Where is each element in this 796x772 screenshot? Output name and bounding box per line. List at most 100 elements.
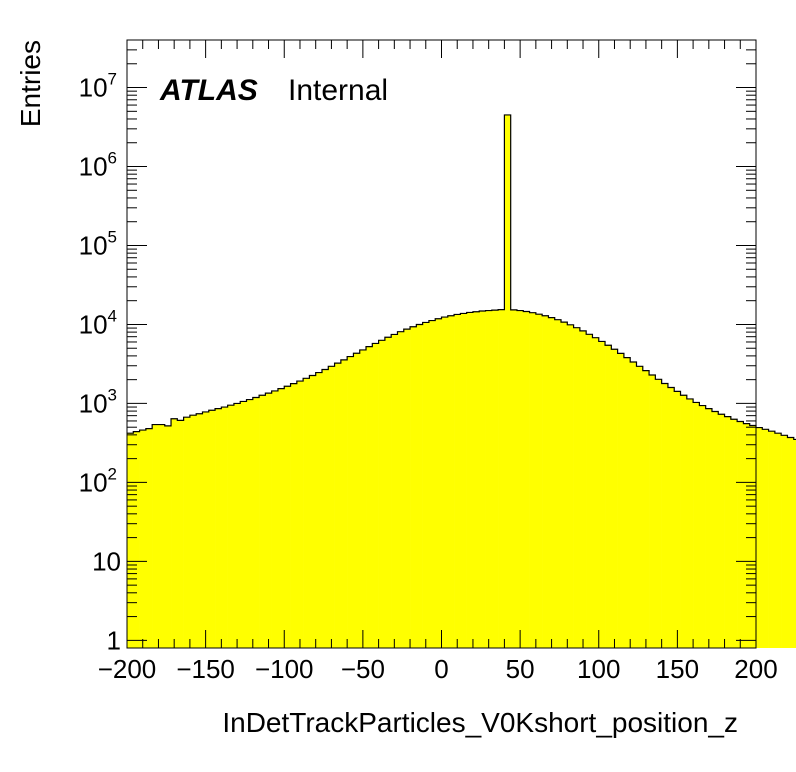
histogram-bin xyxy=(567,324,574,648)
histogram-bin xyxy=(504,114,511,648)
histogram-bin xyxy=(353,353,361,648)
histogram-bin xyxy=(189,415,197,648)
histogram-bin xyxy=(296,381,304,648)
histogram-bin xyxy=(466,312,474,648)
y-tick-label: 105 xyxy=(79,227,117,260)
histogram-bin xyxy=(246,399,254,648)
histogram-bin xyxy=(133,431,140,648)
histogram-bin xyxy=(485,310,493,648)
x-tick-label: 100 xyxy=(577,654,620,684)
x-tick-label: −150 xyxy=(176,654,235,684)
histogram-bin xyxy=(460,313,467,648)
histogram-outline xyxy=(127,114,796,441)
histogram-bin xyxy=(152,424,159,648)
histogram-bin xyxy=(441,317,449,648)
y-tick-label: 10 xyxy=(92,546,121,576)
x-tick-label: 0 xyxy=(434,654,448,684)
histogram-bin xyxy=(730,419,738,648)
histogram-bin xyxy=(535,314,543,648)
histogram-bin xyxy=(328,366,335,648)
y-axis-title: Entries xyxy=(15,40,46,127)
histogram-bin xyxy=(699,405,706,648)
histogram-bin xyxy=(623,357,631,648)
histogram-bin xyxy=(183,417,191,648)
histogram-bin xyxy=(542,315,549,648)
histogram-bin xyxy=(127,433,134,648)
histogram-bin xyxy=(171,418,178,648)
histogram-bin xyxy=(447,315,455,648)
histogram-bin xyxy=(737,421,744,648)
histogram-bin xyxy=(793,439,796,648)
histogram-bin xyxy=(756,427,763,648)
histogram-bin xyxy=(315,372,323,648)
histogram-bin xyxy=(667,387,675,648)
histogram-bin xyxy=(573,327,581,648)
histogram-bin xyxy=(523,311,530,648)
histogram-bin xyxy=(215,408,222,648)
histogram-bin xyxy=(630,361,637,648)
histogram-bin xyxy=(422,322,430,648)
histogram-bin xyxy=(233,403,241,648)
histogram-bin xyxy=(705,408,713,648)
histogram-bin xyxy=(787,437,795,648)
histogram-bin xyxy=(378,340,386,648)
histogram-bin xyxy=(774,433,782,648)
histogram-bin xyxy=(277,388,285,648)
histogram-bin xyxy=(259,395,266,648)
histogram-bin xyxy=(227,405,235,648)
axes: −200 −150 −100 −50 0 50 100 150 200 1 10 102 103 104 1… xyxy=(79,39,778,684)
histogram-bars xyxy=(127,114,796,648)
histogram-bin xyxy=(674,391,681,648)
histogram-bin xyxy=(164,425,172,648)
histogram-bin xyxy=(321,369,329,648)
histogram-bin xyxy=(284,386,291,648)
histogram-bin xyxy=(749,425,757,648)
y-tick-label: 106 xyxy=(79,149,117,182)
histogram-bin xyxy=(196,413,203,648)
histogram-bin xyxy=(271,390,279,648)
histogram-bin xyxy=(554,319,562,648)
histogram-bin xyxy=(718,414,725,648)
histogram-bin xyxy=(498,309,505,648)
histogram-bin xyxy=(711,411,719,648)
histogram-bin xyxy=(139,430,147,648)
histogram-bin xyxy=(265,393,272,648)
internal-label: Internal xyxy=(288,74,388,107)
histogram-bin xyxy=(649,375,656,648)
histogram-bin xyxy=(428,320,436,648)
histogram-bin xyxy=(491,310,499,648)
histogram-bin xyxy=(240,401,247,648)
histogram-bin xyxy=(781,435,788,648)
x-tick-label: −50 xyxy=(341,654,385,684)
histogram-bin xyxy=(586,334,593,648)
histogram-bin xyxy=(598,341,606,648)
atlas-label: ATLAS xyxy=(159,74,258,107)
histogram-bin xyxy=(617,353,625,648)
histogram-bin xyxy=(384,337,392,648)
histogram-bin xyxy=(768,431,776,648)
y-tick-label: 107 xyxy=(79,70,117,103)
x-axis-title: InDetTrackParticles_V0Kshort_position_z xyxy=(222,707,738,738)
histogram-bin xyxy=(303,378,310,648)
histogram-bin xyxy=(391,334,398,648)
histogram-bin xyxy=(435,318,442,648)
y-tick-label: 103 xyxy=(79,385,117,418)
histogram-bin xyxy=(340,359,348,648)
x-tick-label: 200 xyxy=(734,654,777,684)
histogram-bin xyxy=(359,349,367,648)
histogram-bin xyxy=(636,366,644,648)
histogram-bin xyxy=(309,375,316,648)
y-tick-label: 1 xyxy=(107,625,121,655)
histogram-bin xyxy=(516,310,524,648)
histogram-bin xyxy=(252,397,260,648)
histogram-bin xyxy=(592,337,600,648)
histogram-bin xyxy=(548,317,556,648)
histogram-bin xyxy=(680,395,688,648)
y-tick-label: 102 xyxy=(79,464,117,497)
histogram-bin xyxy=(366,346,373,648)
histogram-bin xyxy=(290,383,298,648)
x-tick-label: −200 xyxy=(98,654,157,684)
histogram-bin xyxy=(158,424,166,648)
histogram-bin xyxy=(693,402,700,648)
